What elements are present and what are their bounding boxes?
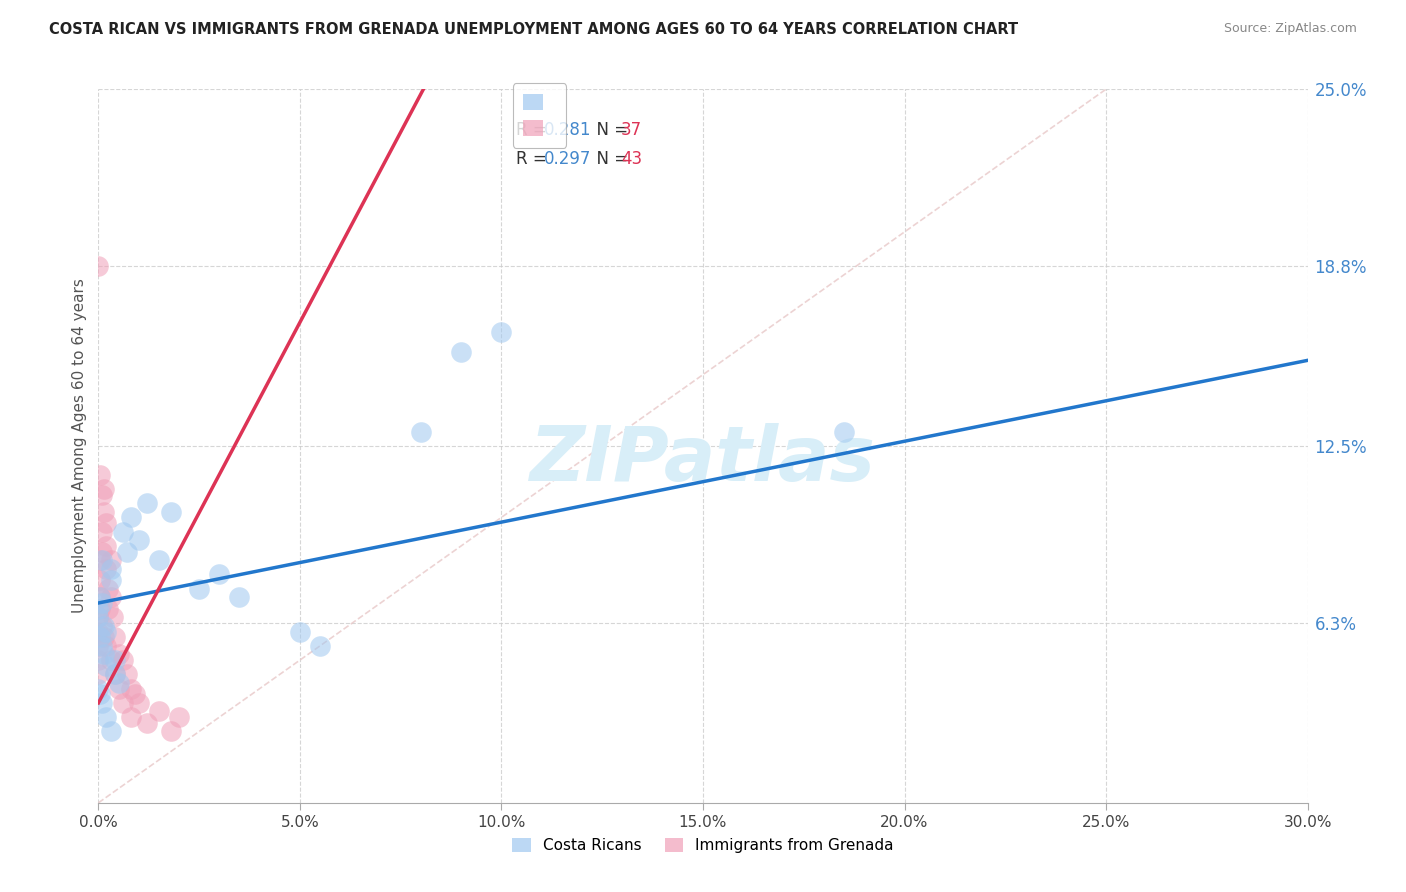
Point [160, 505, 183, 519]
Point [87, 639, 110, 653]
Point [87, 610, 110, 624]
Text: N =: N = [586, 150, 633, 168]
Point [103, 667, 125, 681]
Point [87, 681, 110, 696]
Point [96, 562, 118, 576]
Point [96, 539, 118, 553]
Point [107, 676, 129, 690]
Point [96, 516, 118, 530]
Point [87, 624, 110, 639]
Point [89, 573, 111, 587]
Point [91, 639, 114, 653]
Point [491, 325, 513, 339]
Point [87, 610, 110, 624]
Point [103, 653, 125, 667]
Point [450, 344, 472, 359]
Point [832, 425, 855, 439]
Point [96, 639, 118, 653]
Point [409, 425, 432, 439]
Point [91, 696, 114, 710]
Point [111, 696, 134, 710]
Point [115, 667, 138, 681]
Point [120, 681, 142, 696]
Point [100, 562, 122, 576]
Point [128, 696, 150, 710]
Point [96, 710, 118, 724]
Y-axis label: Unemployment Among Ages 60 to 64 years: Unemployment Among Ages 60 to 64 years [72, 278, 87, 614]
Point [93, 630, 115, 644]
Point [91, 596, 114, 610]
Point [100, 724, 122, 739]
Point [91, 524, 114, 539]
Point [167, 710, 190, 724]
Text: Source: ZipAtlas.com: Source: ZipAtlas.com [1223, 22, 1357, 36]
Point [87, 653, 110, 667]
Point [124, 687, 146, 701]
Point [135, 496, 157, 510]
Point [160, 724, 183, 739]
Point [148, 705, 170, 719]
Text: 0.297: 0.297 [543, 150, 591, 168]
Point [228, 591, 250, 605]
Point [87, 667, 110, 681]
Point [103, 667, 125, 681]
Point [87, 259, 110, 273]
Point [188, 582, 211, 596]
Point [96, 624, 118, 639]
Point [107, 681, 129, 696]
Point [135, 715, 157, 730]
Point [89, 601, 111, 615]
Text: 43: 43 [621, 150, 643, 168]
Point [128, 533, 150, 548]
Legend: Costa Ricans, Immigrants from Grenada: Costa Ricans, Immigrants from Grenada [506, 832, 900, 859]
Text: 0.281: 0.281 [543, 121, 591, 139]
Point [87, 601, 110, 615]
Point [111, 653, 134, 667]
Point [93, 505, 115, 519]
Text: R =: R = [516, 150, 551, 168]
Point [107, 648, 129, 662]
Point [208, 567, 231, 582]
Point [120, 710, 142, 724]
Point [89, 467, 111, 482]
Point [89, 553, 111, 567]
Point [89, 630, 111, 644]
Point [89, 687, 111, 701]
Point [93, 648, 115, 662]
Point [96, 658, 118, 673]
Text: ZIPatlas: ZIPatlas [530, 424, 876, 497]
Point [100, 591, 122, 605]
Point [91, 619, 114, 633]
Point [148, 553, 170, 567]
Point [89, 591, 111, 605]
Text: R =: R = [516, 121, 551, 139]
Point [100, 653, 122, 667]
Point [93, 619, 115, 633]
Point [100, 573, 122, 587]
Point [97, 582, 120, 596]
Point [120, 510, 142, 524]
Point [97, 601, 120, 615]
Point [89, 591, 111, 605]
Point [91, 553, 114, 567]
Text: 37: 37 [621, 121, 643, 139]
Point [101, 610, 124, 624]
Text: COSTA RICAN VS IMMIGRANTS FROM GRENADA UNEMPLOYMENT AMONG AGES 60 TO 64 YEARS CO: COSTA RICAN VS IMMIGRANTS FROM GRENADA U… [49, 22, 1018, 37]
Point [111, 524, 134, 539]
Point [93, 482, 115, 496]
Point [103, 630, 125, 644]
Point [309, 639, 332, 653]
Point [100, 553, 122, 567]
Point [288, 624, 311, 639]
Point [91, 487, 114, 501]
Point [115, 544, 138, 558]
Text: N =: N = [586, 121, 633, 139]
Point [91, 544, 114, 558]
